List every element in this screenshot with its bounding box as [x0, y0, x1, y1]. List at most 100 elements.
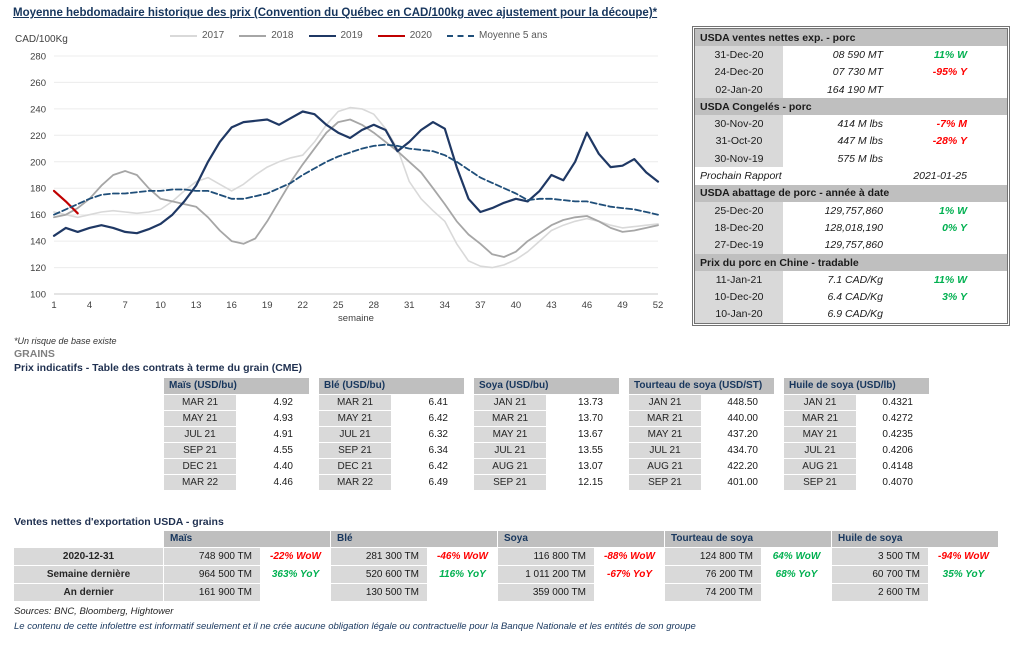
svg-text:34: 34: [440, 300, 451, 311]
contract-month: MAY 21: [474, 427, 546, 442]
export-change: -22% WoW: [270, 551, 321, 562]
contract-month: SEP 21: [319, 443, 391, 458]
cme-table-header: Maïs (USD/bu): [164, 378, 309, 394]
cme-row: MAR 21 13.70: [474, 411, 619, 426]
row-change: -7% M: [936, 118, 967, 131]
export-col-header: Maïs: [164, 531, 330, 547]
cme-row: JAN 21 0.4321: [784, 395, 929, 410]
export-change: -67% YoY: [606, 569, 653, 580]
export-change: [261, 584, 330, 601]
cme-row: SEP 21 6.34: [319, 443, 464, 458]
export-value: 281 300 TM: [331, 548, 427, 565]
sources-line: Sources: BNC, Bloomberg, Hightower: [14, 606, 174, 617]
svg-text:100: 100: [30, 290, 46, 301]
legend-swatch: [239, 34, 267, 37]
svg-text:1: 1: [51, 300, 56, 311]
contract-price: 6.32: [428, 429, 448, 440]
contract-month: DEC 21: [319, 459, 391, 474]
export-change: [762, 584, 831, 601]
export-value: 520 600 TM: [331, 566, 427, 583]
basis-risk-footnote: *Un risque de base existe: [14, 336, 117, 346]
row-date: 24-Dec-20: [695, 63, 783, 81]
cme-row: SEP 21 12.15: [474, 475, 619, 490]
cme-row: AUG 21 13.07: [474, 459, 619, 474]
cme-row: JUL 21 4.91: [164, 427, 309, 442]
usda-data-row: 30-Nov-19 575 M lbs: [695, 150, 1007, 168]
usda-section-header: Prix du porc en Chine - tradable: [695, 253, 1007, 272]
row-change: 11% W: [933, 48, 967, 61]
export-change: [595, 584, 664, 601]
cme-row: SEP 21 401.00: [629, 475, 774, 490]
svg-text:200: 200: [30, 157, 46, 168]
row-value: 414 M lbs: [837, 118, 883, 131]
svg-text:10: 10: [155, 300, 166, 311]
row-date: 31-Dec-20: [695, 46, 783, 64]
contract-price: 0.4321: [882, 397, 913, 408]
cme-futures-tables: Maïs (USD/bu) MAR 21 4.92 MAY 21 4.93 JUL 21 4…: [164, 378, 929, 491]
usda-data-row: 27-Dec-19 129,757,860: [695, 236, 1007, 254]
legend-label: Moyenne 5 ans: [479, 30, 548, 41]
cme-row: JUL 21 13.55: [474, 443, 619, 458]
export-value: 76 200 TM: [665, 566, 761, 583]
svg-text:40: 40: [511, 300, 522, 311]
contract-month: MAY 21: [784, 427, 856, 442]
svg-text:180: 180: [30, 184, 46, 195]
export-change: 68% YoY: [775, 569, 818, 580]
contract-month: JAN 21: [474, 395, 546, 410]
cme-row: MAR 22 4.46: [164, 475, 309, 490]
row-value: 447 M lbs: [837, 135, 883, 148]
cme-table-header: Huile de soya (USD/lb): [784, 378, 929, 394]
export-table-title: Ventes nettes d'exportation USDA - grain…: [14, 516, 224, 528]
contract-month: MAY 21: [629, 427, 701, 442]
row-value: 6.4 CAD/Kg: [827, 291, 883, 304]
row-value: 7.1 CAD/Kg: [827, 273, 883, 286]
usda-data-row: 31-Oct-20 447 M lbs -28% Y: [695, 132, 1007, 151]
contract-month: AUG 21: [784, 459, 856, 474]
export-value: 964 500 TM: [164, 566, 260, 583]
next-report-label: Prochain Rapport: [700, 170, 782, 183]
svg-text:4: 4: [87, 300, 92, 311]
svg-text:19: 19: [262, 300, 273, 311]
chart-y-axis-label: CAD/100Kg: [15, 34, 68, 45]
contract-price: 4.55: [273, 445, 293, 456]
contract-month: MAR 21: [784, 411, 856, 426]
row-value: 07 730 MT: [832, 66, 883, 79]
usda-section-header: USDA Congelés - porc: [695, 98, 1007, 116]
contract-month: MAR 21: [474, 411, 546, 426]
contract-price: 13.07: [577, 461, 603, 472]
usda-section-header: USDA abattage de porc - année à date: [695, 184, 1007, 202]
cme-row: DEC 21 6.42: [319, 459, 464, 474]
usda-data-row: 30-Nov-20 414 M lbs -7% M: [695, 115, 1007, 133]
svg-text:120: 120: [30, 263, 46, 274]
legend-label: 2020: [409, 30, 432, 41]
contract-price: 6.49: [428, 477, 448, 488]
legend-swatch: [308, 34, 336, 37]
row-value: 08 590 MT: [832, 48, 883, 61]
usda-data-row: 18-Dec-20 128,018,190 0% Y: [695, 219, 1007, 237]
svg-text:7: 7: [122, 300, 127, 311]
usda-export-table: Maïs Blé Soya Tourteau de soya Huile de soya…: [14, 531, 999, 602]
row-value: 575 M lbs: [837, 152, 883, 165]
cme-row: MAY 21 437.20: [629, 427, 774, 442]
next-report-date: 2021-01-25: [913, 170, 967, 183]
usda-data-row: 11-Jan-21 7.1 CAD/Kg 11% W: [695, 271, 1007, 289]
contract-month: SEP 21: [629, 475, 701, 490]
row-change: 0% Y: [942, 221, 967, 234]
legend-item-2017: 2017: [170, 30, 224, 41]
export-col-header: Soya: [498, 531, 664, 547]
contract-price: 422.20: [727, 461, 758, 472]
contract-price: 4.92: [273, 397, 293, 408]
export-header-blank: [14, 531, 164, 547]
contract-price: 437.20: [727, 429, 758, 440]
usda-data-row: 31-Dec-20 08 590 MT 11% W: [695, 46, 1007, 64]
row-change: 3% Y: [942, 291, 967, 304]
legend-item-2019: 2019: [308, 30, 363, 41]
contract-month: JUL 21: [164, 427, 236, 442]
svg-text:16: 16: [226, 300, 237, 311]
export-change: 116% YoY: [439, 569, 486, 580]
export-value: 60 700 TM: [832, 566, 928, 583]
svg-text:22: 22: [297, 300, 308, 311]
contract-month: AUG 21: [629, 459, 701, 474]
contract-price: 6.34: [428, 445, 448, 456]
